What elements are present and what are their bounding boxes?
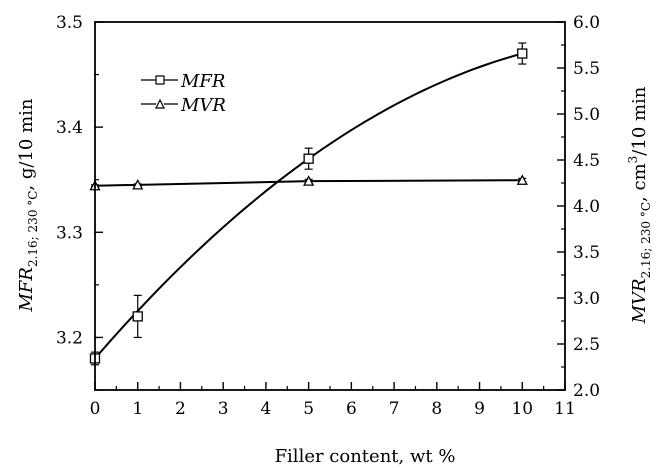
legend-label-mvr: MVR — [180, 95, 226, 116]
y-right-tick-label: 2.0 — [573, 381, 600, 401]
mfr-point-marker — [132, 311, 143, 322]
x-tick-label: 3 — [218, 399, 229, 419]
y-left-tick-label: 3.3 — [56, 223, 83, 243]
right-axis-title-sub: 2.16; 230 °C — [639, 202, 653, 278]
x-tick-label: 8 — [431, 399, 442, 419]
x-tick-label: 4 — [260, 399, 271, 419]
y-left-tick-label: 3.2 — [56, 328, 83, 348]
mvr-line — [94, 179, 523, 187]
mvr-point-marker — [516, 174, 528, 185]
x-tick-label: 7 — [389, 399, 400, 419]
x-tick-label: 10 — [511, 399, 533, 419]
y-right-tick-label: 5.0 — [573, 105, 600, 125]
ticks — [94, 21, 566, 391]
legend-label-mfr: MFR — [180, 71, 225, 92]
x-tick-label: 2 — [175, 399, 186, 419]
legend: MFR MVR — [141, 71, 226, 116]
y-right-tick-label: 6.0 — [573, 13, 600, 33]
y-right-tick-label: 4.0 — [573, 197, 600, 217]
x-tick-label: 6 — [346, 399, 357, 419]
right-axis-title-sup: 3 — [626, 156, 640, 164]
left-axis-title: MFR2.16; 230 °C, g/10 min — [16, 98, 40, 312]
x-tick-label: 9 — [474, 399, 485, 419]
x-tick-label: 11 — [554, 399, 576, 419]
y-right-tick-label: 3.0 — [573, 289, 600, 309]
mfr-point-marker — [517, 48, 528, 59]
y-left-tick-label: 3.5 — [56, 13, 83, 33]
plot-frame — [94, 21, 566, 391]
mvr-point-marker — [132, 178, 144, 190]
left-axis-title-unit: , g/10 min — [16, 98, 37, 190]
tick-labels: 0 1 2 3 4 5 6 7 8 9 10 11 3.2 3.3 3.4 3.5 2.0 2.5 3.0 3.5 4.… — [56, 13, 600, 419]
right-axis-title-unit1: , cm — [629, 163, 650, 202]
left-axis-title-sub: 2.16; 230 °C — [26, 191, 40, 267]
x-tick-label: 0 — [90, 399, 101, 419]
mfr-point-marker — [303, 153, 314, 164]
y-right-tick-label: 2.5 — [573, 335, 600, 355]
x-tick-label: 1 — [132, 399, 143, 419]
y-right-tick-label: 4.5 — [573, 151, 600, 171]
mfr-fit-line — [94, 52, 523, 360]
legend-mvr-triangle-marker — [155, 98, 165, 109]
right-axis-title: MVR2.16; 230 °C, cm3/10 min — [626, 86, 653, 324]
left-axis-title-main: MFR — [16, 267, 37, 312]
series-layer — [89, 42, 528, 366]
x-tick-label: 5 — [303, 399, 314, 419]
y-right-tick-label: 5.5 — [573, 59, 600, 79]
right-axis-title-main: MVR — [629, 278, 650, 324]
x-axis-title: Filler content, wt % — [275, 446, 456, 467]
mvr-point-marker — [303, 175, 315, 186]
right-axis-title-unit2: /10 min — [629, 86, 650, 156]
y-left-tick-label: 3.4 — [56, 118, 83, 138]
y-right-tick-label: 3.5 — [573, 243, 600, 263]
legend-mfr-square-marker — [155, 75, 165, 85]
